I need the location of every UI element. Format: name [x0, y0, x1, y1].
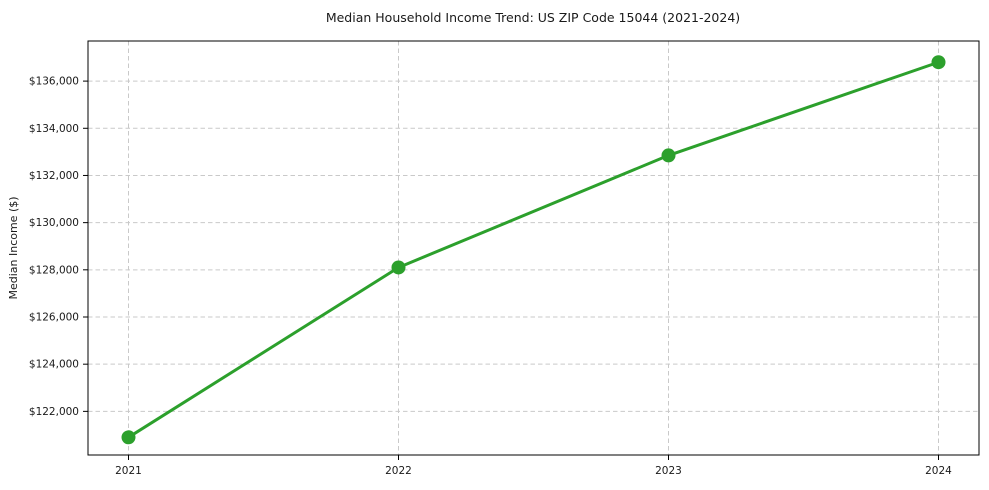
y-tick-label-126000: $126,000: [29, 312, 79, 324]
y-tick-label-136000: $136,000: [29, 76, 79, 88]
trend-line: [127, 60, 940, 439]
x-tick-label-2023: 2023: [655, 465, 682, 477]
y-tick-label-124000: $124,000: [29, 359, 79, 371]
y-tick-label-132000: $132,000: [29, 170, 79, 182]
x-tick-label-2022: 2022: [385, 465, 412, 477]
y-tick-label-130000: $130,000: [29, 217, 79, 229]
x-tick-label-2024: 2024: [925, 465, 952, 477]
data-point-2024: [931, 55, 946, 70]
plot-border: [87, 40, 980, 456]
x-tick-label-2021: 2021: [115, 465, 142, 477]
y-axis-label: Median Income ($): [7, 196, 20, 299]
data-point-2022: [391, 260, 406, 275]
data-point-2023: [661, 148, 676, 163]
y-tick-label-134000: $134,000: [29, 123, 79, 135]
plot-area: $122,000 $124,000 $126,000 $128,000 $130,000…: [29, 40, 980, 477]
y-tick-label-122000: $122,000: [29, 406, 79, 418]
chart-title: Median Household Income Trend: US ZIP Co…: [326, 10, 740, 25]
y-tick-label-128000: $128,000: [29, 264, 79, 276]
data-point-2021: [121, 430, 136, 445]
